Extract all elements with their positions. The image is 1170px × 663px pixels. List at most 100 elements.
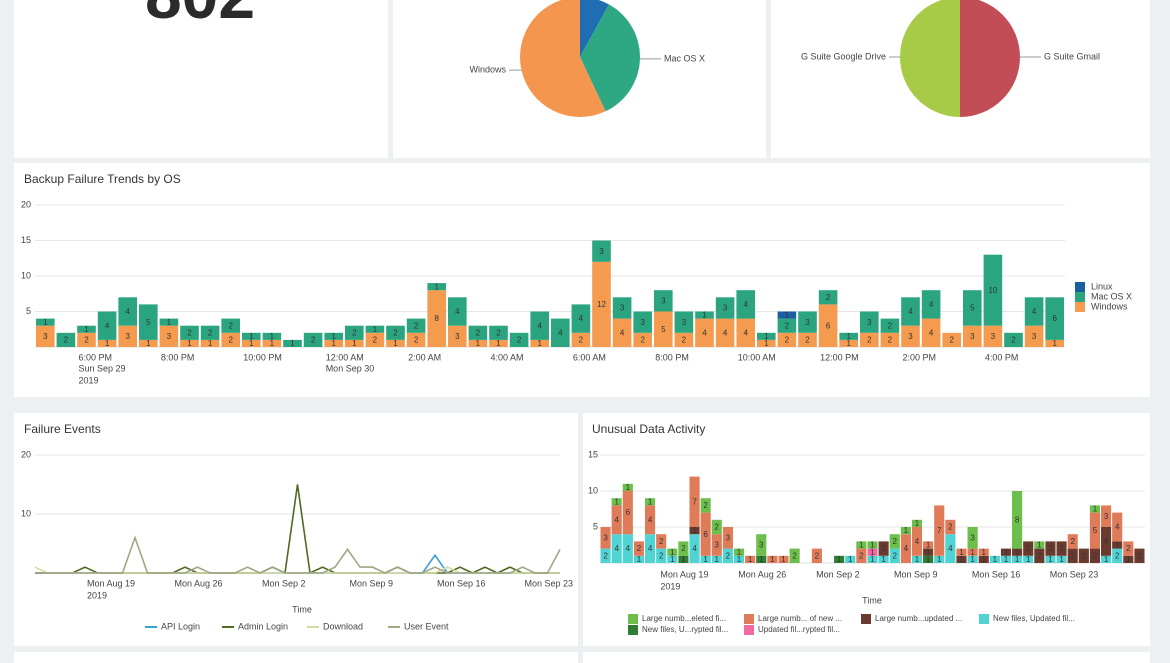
bar-segment bbox=[159, 325, 179, 347]
bar-segment bbox=[611, 505, 622, 535]
bar-segment bbox=[1112, 548, 1123, 563]
x-axis-label: Time bbox=[292, 604, 312, 614]
bar-value-label: 3 bbox=[970, 332, 975, 341]
bar-value-label: 2 bbox=[805, 336, 810, 345]
legend-swatch bbox=[861, 614, 871, 624]
bar-value-label: 1 bbox=[764, 339, 769, 348]
bar-value-label: 2 bbox=[881, 544, 886, 553]
legend-label: Large numb...eleted fi... bbox=[642, 614, 726, 623]
bar-value-label: 4 bbox=[105, 321, 110, 330]
bar-segment bbox=[1012, 548, 1023, 556]
bar-segment bbox=[777, 311, 797, 319]
bar-value-label: 1 bbox=[748, 555, 753, 564]
bar-segment bbox=[612, 318, 632, 347]
bar-segment bbox=[722, 548, 733, 563]
bar-value-label: 2 bbox=[1048, 544, 1053, 553]
bar-segment bbox=[674, 332, 694, 347]
bar-value-label: 4 bbox=[904, 544, 909, 553]
bar-value-label: 1 bbox=[926, 548, 931, 557]
bar-segment bbox=[592, 240, 611, 262]
bar-value-label: 1 bbox=[84, 325, 89, 334]
x-tick-label: 8:00 PM bbox=[655, 352, 689, 362]
bar-value-label: 4 bbox=[455, 307, 460, 316]
bar-value-label: 2 bbox=[1070, 537, 1075, 546]
bar-segment bbox=[945, 519, 956, 535]
bar-value-label: 2 bbox=[785, 321, 790, 330]
bar-segment bbox=[1056, 541, 1067, 556]
legend-swatch bbox=[744, 614, 754, 624]
bar-segment bbox=[1101, 527, 1112, 556]
bar-value-label: 1 bbox=[167, 318, 172, 327]
kpi-value: 802 bbox=[145, 0, 255, 32]
bar-value-label: 1 bbox=[1126, 555, 1131, 564]
legend-label: New files, Updated fil... bbox=[993, 614, 1075, 623]
bar-segment bbox=[911, 555, 923, 563]
bar-value-label: 2 bbox=[496, 328, 501, 337]
bar-segment bbox=[1112, 541, 1123, 549]
x-tick-label: Mon Sep 16 bbox=[972, 569, 1021, 579]
bar-segment bbox=[811, 548, 822, 563]
bar-value-label: 1 bbox=[648, 497, 653, 506]
bar-value-label: 2 bbox=[1082, 551, 1087, 560]
bar-segment bbox=[711, 555, 722, 563]
x-tick-sublabel: Mon Sep 30 bbox=[326, 363, 375, 373]
bar-segment bbox=[778, 555, 789, 563]
bar-segment bbox=[736, 290, 755, 319]
bar-segment bbox=[1045, 555, 1056, 563]
bar-value-label: 1 bbox=[846, 339, 851, 348]
bar-value-label: 1 bbox=[1059, 555, 1064, 564]
bar-value-label: 2 bbox=[311, 336, 316, 345]
bar-value-label: 6 bbox=[826, 321, 831, 330]
bar-segment bbox=[1012, 555, 1023, 563]
bar-value-label: 2 bbox=[785, 336, 790, 345]
bar-segment bbox=[956, 555, 967, 563]
bar-value-label: 1 bbox=[848, 555, 853, 564]
bar-value-label: 1 bbox=[208, 339, 213, 348]
bar-value-label: 3 bbox=[908, 332, 913, 341]
bar-value-label: 6 bbox=[626, 508, 631, 517]
pie-label: G Suite Google Drive bbox=[801, 51, 886, 61]
x-tick-year: 2019 bbox=[660, 581, 680, 591]
bar-value-label: 1 bbox=[959, 548, 964, 557]
bar-segment bbox=[262, 332, 282, 340]
legend-label: Windows bbox=[1091, 301, 1128, 311]
bar-segment bbox=[633, 332, 652, 347]
bar-value-label: 1 bbox=[331, 332, 336, 341]
bar-value-label: 1 bbox=[187, 339, 192, 348]
bar-segment bbox=[1034, 541, 1045, 549]
bar-value-label: 2 bbox=[373, 336, 378, 345]
bar-segment bbox=[1023, 541, 1034, 556]
bar-segment bbox=[1134, 548, 1145, 563]
bar-segment bbox=[530, 311, 549, 340]
bar-segment bbox=[1089, 548, 1101, 563]
bar-value-label: 2 bbox=[949, 336, 954, 345]
bar-segment bbox=[689, 527, 700, 535]
bar-value-label: 1 bbox=[870, 548, 875, 557]
bar-value-label: 4 bbox=[743, 328, 748, 337]
legend-swatch bbox=[744, 625, 754, 635]
bar-segment bbox=[656, 534, 667, 549]
bar-segment bbox=[911, 519, 923, 527]
bar-segment bbox=[36, 325, 55, 347]
bar-segment bbox=[818, 304, 838, 347]
bar-value-label: 1 bbox=[881, 555, 886, 564]
bar-value-label: 7 bbox=[937, 526, 942, 535]
legend-label: Mac OS X bbox=[1091, 291, 1132, 301]
bar-value-label: 2 bbox=[1037, 551, 1042, 560]
bar-value-label: 8 bbox=[1015, 515, 1020, 524]
bar-segment bbox=[921, 318, 941, 347]
bar-value-label: 2 bbox=[681, 544, 686, 553]
bar-segment bbox=[678, 555, 689, 563]
pie-label: Windows bbox=[469, 64, 506, 74]
bar-value-label: 3 bbox=[726, 533, 731, 542]
bar-segment bbox=[345, 325, 364, 340]
bar-value-label: 3 bbox=[723, 304, 728, 313]
bar-segment bbox=[633, 541, 644, 556]
bar-segment bbox=[867, 548, 878, 556]
bar-segment bbox=[856, 541, 867, 549]
bar-segment bbox=[427, 290, 446, 347]
bar-value-label: 5 bbox=[661, 325, 666, 334]
x-tick-label: Mon Aug 19 bbox=[87, 578, 135, 588]
bar-segment bbox=[674, 311, 694, 333]
bar-value-label: 1 bbox=[434, 282, 439, 291]
